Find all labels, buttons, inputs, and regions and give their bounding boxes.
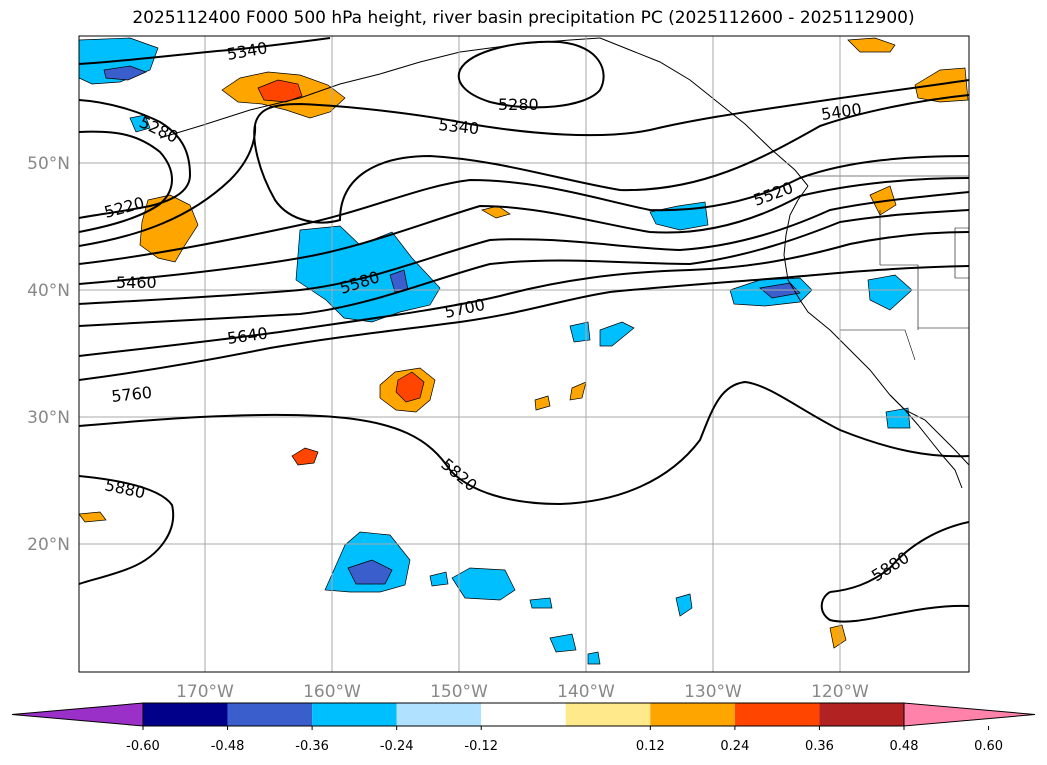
precip-core-alaska: [257, 79, 303, 103]
colorbar-extend-max: [903, 702, 1036, 727]
lat-label: 40°N: [27, 281, 70, 301]
colorbar-tick-label: -0.36: [295, 739, 329, 754]
lat-label: 50°N: [27, 154, 70, 174]
lon-label: 130°W: [684, 682, 742, 702]
colorbar-extend-min: [11, 702, 144, 727]
contour-5700: [79, 231, 969, 357]
contour-5820: [79, 380, 969, 506]
precip-neg-small-7: [529, 597, 553, 609]
contour-5880-east: [820, 521, 969, 623]
contour-5580: [79, 191, 969, 305]
contour-5280-west: [79, 99, 192, 219]
colorbar-tick-label: -0.24: [380, 739, 414, 754]
precip-area-small-1: [534, 395, 551, 411]
latitude-labels: 50°N 40°N 30°N 20°N: [27, 154, 70, 555]
precip-neg-east-hawaii: [451, 567, 516, 601]
colorbar-segment: [650, 703, 735, 726]
colorbar-segment: [481, 703, 566, 726]
lon-label: 140°W: [557, 682, 615, 702]
lon-label: 170°W: [176, 682, 234, 702]
height-contours: [79, 37, 969, 623]
longitude-labels: 170°W 160°W 150°W 140°W 130°W 120°W: [176, 682, 869, 702]
colorbar-segment: [227, 703, 313, 726]
coastline-baja: [889, 394, 963, 489]
lon-label: 150°W: [430, 682, 488, 702]
colorbar-segment: [819, 703, 904, 726]
precip-neg-small-6: [675, 593, 693, 617]
colorbar-tick-label: 0.12: [636, 739, 665, 754]
colorbar-frame: [142, 702, 905, 727]
lat-label: 20°N: [27, 535, 70, 555]
lon-label: 160°W: [303, 682, 361, 702]
contour-5340-mid: [79, 79, 969, 233]
precip-area-small-3: [829, 624, 847, 649]
precip-neg-small-2: [569, 321, 591, 343]
colorbar-segment: [565, 703, 651, 726]
colorbar-tick-label: 0.48: [890, 739, 919, 754]
colorbar: -0.60 -0.48 -0.36 -0.24 -0.12 0.12 0.24 0.36 0.4…: [11, 702, 1036, 754]
precip-neg-small-3: [599, 321, 635, 347]
contour-5760: [79, 265, 969, 381]
colorbar-tick-label: 0.24: [720, 739, 749, 754]
precip-neg-small-4: [867, 274, 913, 311]
contour-5340-north: [79, 37, 331, 65]
precip-neg-small-11: [885, 407, 911, 429]
precip-neg-small-9: [587, 651, 601, 665]
map-frame: [78, 35, 970, 673]
map-plot-area: 5340 5280 5340 5280 5400 5220 5520 5460 …: [79, 36, 969, 672]
lon-label: 120°W: [811, 682, 869, 702]
precip-neg-hawaii-core: [347, 559, 393, 585]
contour-5640: [79, 209, 969, 327]
contour-5520: [79, 177, 969, 285]
state-border-2: [879, 210, 919, 330]
colorbar-tick-label: 0.60: [974, 739, 1003, 754]
precip-neg-small-8: [549, 633, 577, 653]
colorbar-segment: [312, 703, 397, 726]
precip-neg-small-10: [429, 571, 449, 587]
precip-area-west-pacific: [139, 194, 199, 263]
contour-label: 5280: [498, 95, 539, 114]
precip-area-small-5: [481, 205, 511, 219]
coastline-north-america-west: [783, 185, 969, 466]
contour-5460: [79, 155, 969, 265]
contour-5400: [79, 94, 969, 247]
colorbar-segment: [734, 703, 820, 726]
colorbar-segment: [143, 703, 228, 726]
contour-label: 5760: [110, 383, 152, 406]
precip-core-hotspot: [395, 371, 425, 403]
colorbar-tick-label: 0.36: [805, 739, 834, 754]
precip-area-small-4: [79, 511, 107, 523]
contour-5880-west: [79, 475, 175, 585]
precip-neg-northwest-core: [103, 65, 147, 81]
colorbar-tick-label: -0.48: [211, 739, 245, 754]
precip-area-northeast: [847, 37, 896, 53]
contour-label: 5460: [116, 273, 157, 292]
precip-neg-small-5: [129, 114, 151, 133]
contour-5280-low: [457, 40, 605, 109]
contour-label: 5340: [438, 115, 480, 138]
precip-area-small-2: [569, 381, 587, 401]
colorbar-tick-label: -0.60: [126, 739, 160, 754]
lat-label: 30°N: [27, 408, 70, 428]
colorbar-segment: [396, 703, 482, 726]
precip-area-subtropic: [291, 447, 319, 466]
map-title: 2025112400 F000 500 hPa height, river ba…: [132, 8, 915, 28]
colorbar-tick-label: -0.12: [464, 739, 498, 754]
state-border-4: [954, 227, 969, 279]
